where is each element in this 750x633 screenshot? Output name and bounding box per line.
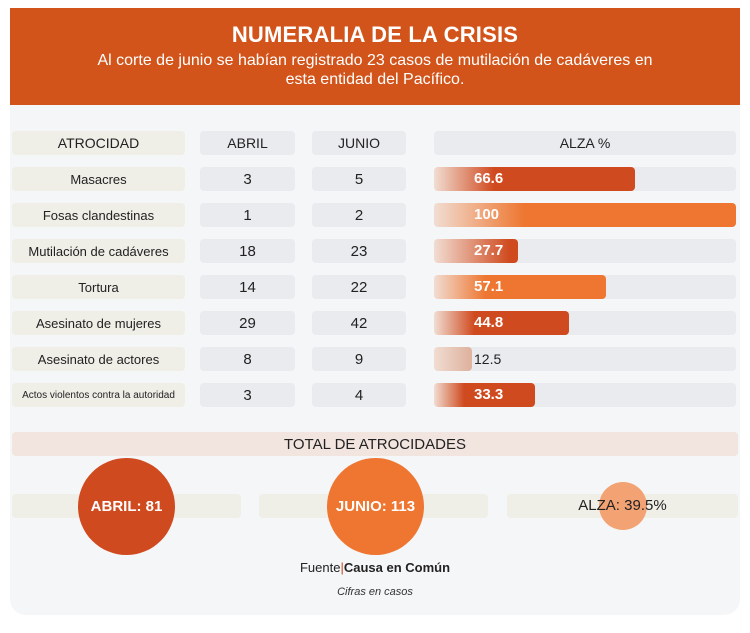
- alza-bar: [434, 167, 636, 191]
- units-note: Cifras en casos: [337, 586, 413, 598]
- alza-bar: [434, 239, 518, 263]
- row-abril: 29: [200, 311, 295, 335]
- col-header-abril: ABRIL: [200, 131, 295, 155]
- alza-value: 57.1: [474, 278, 504, 295]
- row-abril: 3: [200, 383, 295, 407]
- alza-bar-track: 27.7: [434, 239, 736, 263]
- row-junio: 22: [312, 275, 406, 299]
- total-alza-label: ALZA: 39.5%: [578, 497, 667, 514]
- col-header-alza: ALZA %: [434, 131, 736, 155]
- row-label: Fosas clandestinas: [12, 203, 185, 227]
- row-abril: 1: [200, 203, 295, 227]
- row-label: Mutilación de cadáveres: [12, 239, 185, 263]
- row-junio: 2: [312, 203, 406, 227]
- alza-bar-track: 12.5: [434, 347, 736, 371]
- alza-bar: [434, 383, 535, 407]
- title: NUMERALIA DE LA CRISIS: [231, 22, 519, 47]
- total-alza-circle: [599, 482, 647, 530]
- row-label: Tortura: [12, 275, 185, 299]
- alza-bar: [434, 275, 607, 299]
- alza-value: 12.5: [474, 351, 502, 367]
- alza-value: 27.7: [474, 242, 504, 259]
- alza-bar: [434, 311, 570, 335]
- row-abril: 14: [200, 275, 295, 299]
- alza-value: 100: [474, 206, 500, 223]
- source-name: Causa en Común: [343, 560, 451, 575]
- row-junio: 5: [312, 167, 406, 191]
- row-label: Masacres: [12, 167, 185, 191]
- alza-bar: [434, 203, 736, 227]
- source: Fuente|Causa en Común: [299, 560, 451, 575]
- totals-title: TOTAL DE ATROCIDADES: [12, 432, 738, 456]
- col-header-atrocidad: ATROCIDAD: [12, 131, 185, 155]
- row-junio: 9: [312, 347, 406, 371]
- total-junio-circle: JUNIO: 113: [327, 458, 424, 555]
- alza-value: 33.3: [474, 386, 504, 403]
- source-label: Fuente: [299, 560, 341, 575]
- alza-value: 44.8: [474, 314, 504, 331]
- alza-bar-track: 33.3: [434, 383, 736, 407]
- row-abril: 3: [200, 167, 295, 191]
- row-label: Asesinato de actores: [12, 347, 185, 371]
- total-abril-circle: ABRIL: 81: [78, 458, 175, 555]
- row-junio: 4: [312, 383, 406, 407]
- alza-value: 66.6: [474, 170, 504, 187]
- row-abril: 18: [200, 239, 295, 263]
- alza-bar-track: 100: [434, 203, 736, 227]
- row-label: Actos violentos contra la autoridad: [12, 383, 185, 407]
- row-abril: 8: [200, 347, 295, 371]
- subtitle: Al corte de junio se habían registrado 2…: [97, 52, 653, 88]
- alza-bar: [434, 347, 472, 371]
- row-label: Asesinato de mujeres: [12, 311, 185, 335]
- col-header-junio: JUNIO: [312, 131, 406, 155]
- alza-bar-track: 57.1: [434, 275, 736, 299]
- alza-bar-track: 44.8: [434, 311, 736, 335]
- header: NUMERALIA DE LA CRISIS Al corte de junio…: [10, 8, 740, 105]
- row-junio: 42: [312, 311, 406, 335]
- alza-bar-track: 66.6: [434, 167, 736, 191]
- row-junio: 23: [312, 239, 406, 263]
